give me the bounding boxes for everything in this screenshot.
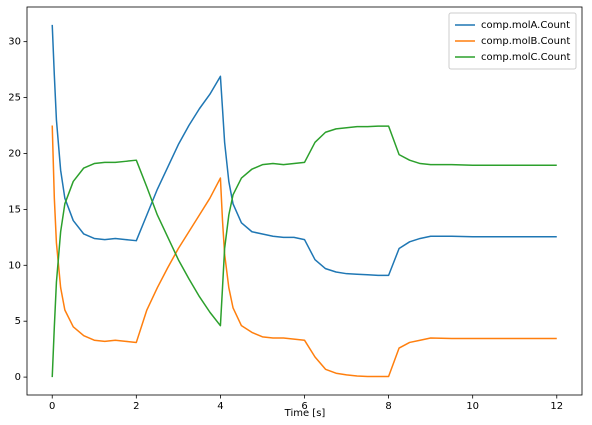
- y-tick-label: 30: [8, 37, 21, 48]
- x-tick-label: 8: [385, 401, 391, 412]
- legend-box: [448, 12, 577, 70]
- x-axis-label: Time [s]: [284, 408, 326, 419]
- x-tick-label: 10: [466, 401, 479, 412]
- series-line: [51, 24, 557, 277]
- y-tick-label: 5: [15, 316, 21, 327]
- legend-label: comp.molC.Count: [481, 52, 570, 63]
- series-line: [51, 125, 557, 378]
- legend-label: comp.molB.Count: [481, 36, 570, 47]
- y-tick-label: 25: [8, 93, 21, 104]
- x-tick-label: 4: [217, 401, 223, 412]
- series-line: [51, 125, 557, 378]
- y-tick-label: 20: [8, 148, 21, 159]
- x-tick-label: 12: [550, 401, 563, 412]
- legend: comp.molA.Count comp.molB.Count comp.molC.…: [448, 12, 577, 70]
- legend-label: comp.molA.Count: [481, 20, 570, 31]
- plot-frame: [26, 6, 583, 396]
- y-tick-label: 0: [15, 372, 21, 383]
- x-tick-label: 2: [133, 401, 139, 412]
- y-tick-label: 10: [8, 260, 21, 271]
- x-tick-label: 0: [49, 401, 55, 412]
- x-tick-label: 6: [301, 401, 307, 412]
- y-tick-label: 15: [8, 204, 21, 215]
